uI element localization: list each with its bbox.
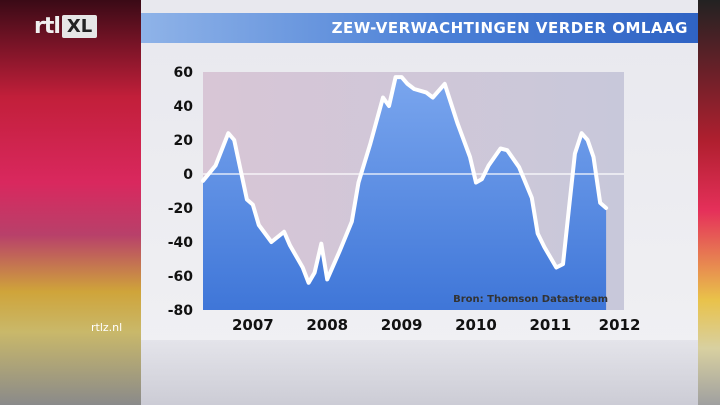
x-tick-label: 2011	[529, 316, 571, 334]
source-label: Bron: Thomson Datastream	[453, 294, 608, 305]
title-bar: ZEW-VERWACHTINGEN VERDER OMLAAG	[141, 13, 698, 43]
logo-rtl-text: rtl	[34, 13, 61, 39]
chart-panel-footer	[141, 340, 698, 405]
logo-xl-badge: XL	[61, 14, 98, 38]
x-tick-label: 2010	[455, 316, 497, 334]
y-tick-label: 60	[174, 65, 194, 81]
y-tick-label: -60	[168, 269, 194, 285]
y-tick-label: -20	[168, 201, 194, 217]
series-line-0	[201, 75, 609, 285]
chart-title: ZEW-VERWACHTINGEN VERDER OMLAAG	[331, 19, 688, 37]
series-area-0	[203, 77, 607, 310]
x-tick-label: 2008	[306, 316, 348, 334]
rtl-xl-logo: rtl XL	[34, 12, 122, 40]
x-tick-label: 2007	[232, 316, 274, 334]
y-tick-label: 40	[174, 99, 194, 115]
site-label: rtlz.nl	[91, 321, 123, 334]
y-tick-label: 20	[174, 133, 194, 149]
y-tick-label: -40	[168, 235, 194, 251]
y-tick-label: -80	[168, 303, 194, 319]
x-tick-label: 2012	[599, 316, 641, 334]
y-tick-label: 0	[183, 167, 193, 183]
x-tick-label: 2009	[381, 316, 423, 334]
